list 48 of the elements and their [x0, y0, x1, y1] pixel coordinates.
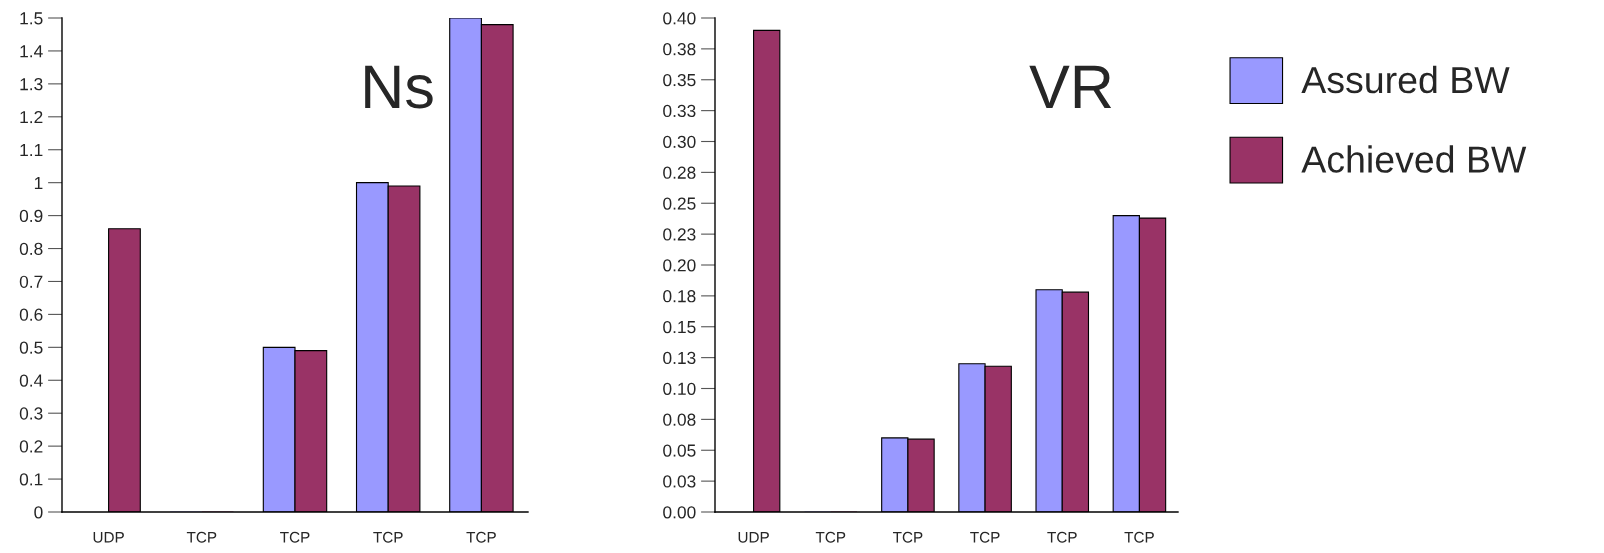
- y-tick-label: 0.08: [663, 413, 696, 426]
- y-tick-label: 0.20: [663, 259, 696, 272]
- y-tick-label: 1: [34, 177, 43, 189]
- y-tick-label: 1.2: [20, 110, 43, 124]
- x-tick-label: TCP: [466, 531, 496, 543]
- y-tick-label: 0.03: [663, 475, 696, 488]
- y-tick-label: 0.8: [19, 242, 43, 255]
- y-tick-label: 0.10: [663, 382, 696, 395]
- y-tick-label: 1.5: [20, 12, 43, 25]
- y-tick-label: 0.3: [19, 407, 43, 420]
- y-tick-label: 0.25: [663, 197, 696, 210]
- x-tick-label: TCP: [1124, 531, 1154, 543]
- y-tick-label: 0.30: [663, 135, 696, 148]
- y-tick-label: 0.5: [19, 341, 43, 354]
- y-tick-label: 0.33: [663, 104, 696, 118]
- x-tick-label: TCP: [1047, 531, 1077, 543]
- x-tick-label: TCP: [373, 531, 403, 543]
- y-tick-label: 0.13: [663, 351, 696, 365]
- y-tick-label: 0.9: [19, 209, 43, 223]
- y-tick-label: 0.05: [663, 444, 696, 457]
- y-tick-label: 0.4: [19, 374, 43, 387]
- y-tick-label: 0.23: [663, 228, 696, 241]
- y-tick-label: 0.00: [663, 506, 696, 519]
- text: VR: [1029, 65, 1112, 108]
- y-tick-label: 0: [34, 506, 43, 519]
- y-tick-label: 0.15: [663, 320, 696, 334]
- y-tick-label: 1.4: [20, 45, 43, 58]
- text: Ns: [365, 65, 433, 109]
- x-tick-label: TCP: [186, 531, 217, 543]
- x-tick-label: TCP: [970, 531, 1000, 543]
- legend-label: Assured BW: [1301, 65, 1510, 94]
- y-tick-label: 0.38: [663, 43, 696, 56]
- y-tick-label: 0.35: [663, 73, 696, 87]
- y-tick-label: 0.7: [19, 275, 43, 288]
- x-tick-label: TCP: [815, 531, 846, 543]
- x-tick-label: UDP: [738, 532, 769, 543]
- y-tick-label: 0.28: [663, 166, 696, 179]
- y-tick-label: 0.40: [663, 12, 696, 25]
- y-tick-label: 0.2: [19, 440, 43, 453]
- legend-label: Achieved BW: [1301, 145, 1527, 173]
- x-tick-label: TCP: [892, 531, 923, 543]
- x-tick-label: TCP: [280, 531, 310, 543]
- y-tick-label: 1.3: [20, 78, 43, 91]
- y-tick-label: 0.1: [19, 473, 43, 486]
- y-tick-label: 1.1: [20, 144, 43, 157]
- y-tick-label: 0.18: [663, 290, 696, 303]
- x-tick-label: UDP: [93, 532, 124, 543]
- y-tick-label: 0.6: [19, 308, 43, 321]
